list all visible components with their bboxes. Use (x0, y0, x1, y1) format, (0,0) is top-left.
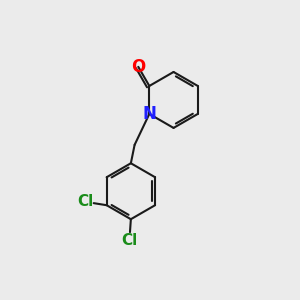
Text: N: N (142, 105, 156, 123)
Text: Cl: Cl (77, 194, 94, 209)
Text: O: O (131, 58, 146, 76)
Text: Cl: Cl (121, 233, 137, 248)
